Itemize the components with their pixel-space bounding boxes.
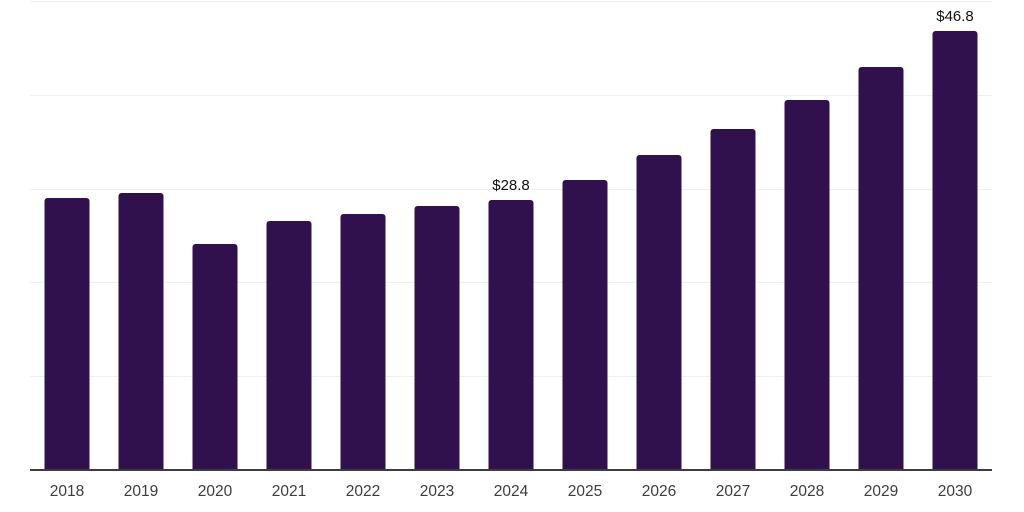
bar-2029 <box>858 66 904 470</box>
x-axis-tick-labels: 2018 2019 2020 2021 2022 2023 2024 2025 2026 2027… <box>30 483 992 501</box>
x-tick-label-2030: 2030 <box>937 483 973 500</box>
x-tick-label-2021: 2021 <box>271 483 307 500</box>
bar-slot-2030: $46.8 <box>918 0 992 470</box>
bar-2022 <box>340 213 386 470</box>
x-tick-label-2019: 2019 <box>123 483 159 500</box>
gridline-30 <box>30 188 992 190</box>
x-tick-label-2018: 2018 <box>49 483 85 500</box>
x-tick-label-2022: 2022 <box>345 483 381 500</box>
data-label-2024: $28.8 <box>492 176 530 194</box>
bar-slot-2029 <box>844 0 918 470</box>
bar-2020 <box>192 243 238 470</box>
x-tick-label-2023: 2023 <box>419 483 455 500</box>
bar-2019 <box>118 193 164 470</box>
x-tick-label-2020: 2020 <box>197 483 233 500</box>
bar-slot-2025 <box>548 0 622 470</box>
bar-slot-2020 <box>178 0 252 470</box>
x-tick-label-2026: 2026 <box>641 483 677 500</box>
x-tick-label-2029: 2029 <box>863 483 899 500</box>
x-tick-label-2028: 2028 <box>789 483 825 500</box>
plot-area: $28.8 $46.8 <box>30 0 992 471</box>
bar-slot-2022 <box>326 0 400 470</box>
bar-slot-2026 <box>622 0 696 470</box>
bar-series: $28.8 $46.8 <box>30 0 992 470</box>
x-tick-label-2027: 2027 <box>715 483 751 500</box>
gridline-40 <box>30 94 992 96</box>
x-tick-label-2024: 2024 <box>493 483 529 500</box>
bar-2028 <box>784 100 830 470</box>
x-axis-line <box>30 469 992 471</box>
bar-2026 <box>636 154 682 470</box>
gridline-50 <box>30 0 992 2</box>
bar-slot-2028 <box>770 0 844 470</box>
x-tick-label-2025: 2025 <box>567 483 603 500</box>
bar-slot-2018 <box>30 0 104 470</box>
bar-2023 <box>414 206 460 470</box>
bar-slot-2024: $28.8 <box>474 0 548 470</box>
bar-slot-2027 <box>696 0 770 470</box>
bar-2027 <box>710 128 756 470</box>
bar-2018 <box>44 197 90 470</box>
bar-slot-2019 <box>104 0 178 470</box>
data-label-2030: $46.8 <box>936 8 974 26</box>
bar-2021 <box>266 221 312 470</box>
bar-2024 <box>488 199 534 470</box>
bar-2030 <box>932 31 978 470</box>
bar-slot-2023 <box>400 0 474 470</box>
bar-slot-2021 <box>252 0 326 470</box>
bar-2025 <box>562 180 608 470</box>
